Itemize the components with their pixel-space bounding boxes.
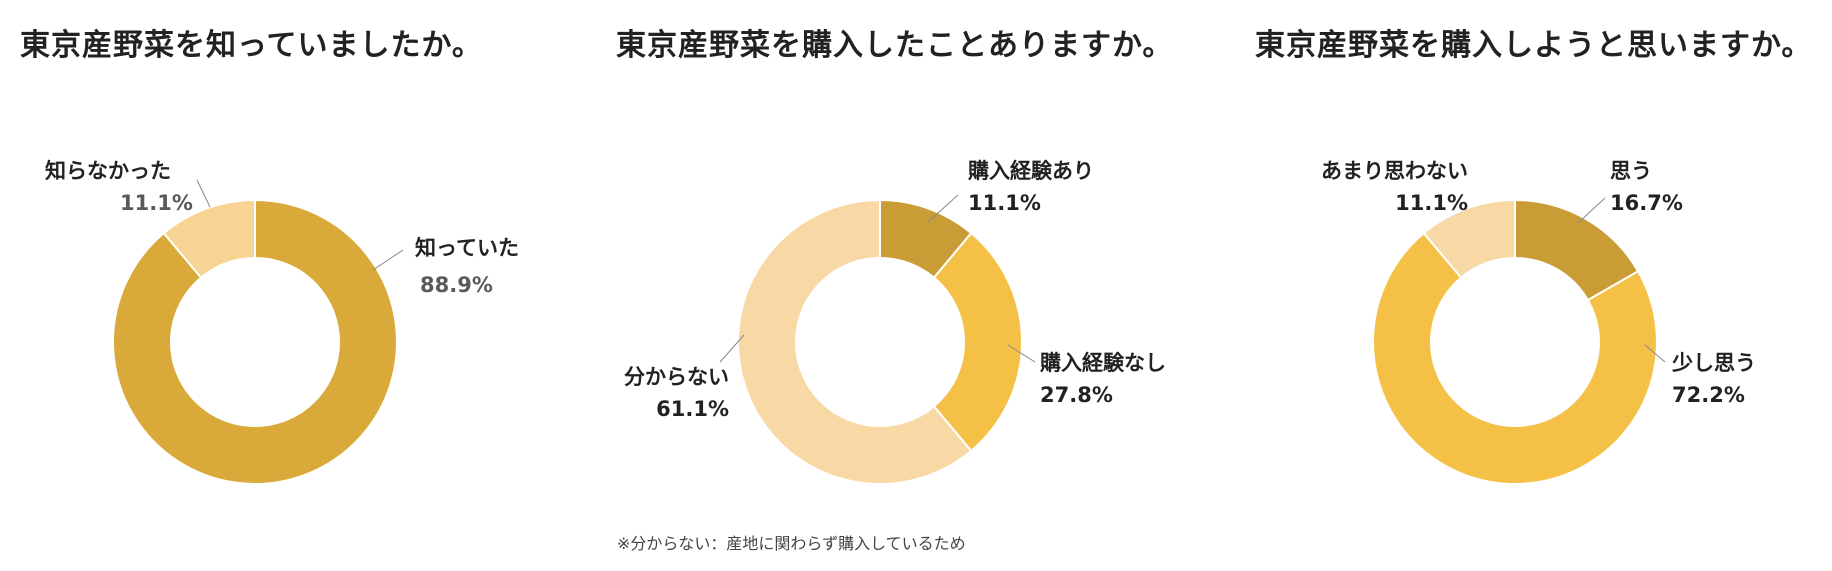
chart1-leader-unknown	[196, 179, 211, 208]
chart1-leader-known	[372, 249, 404, 271]
chart2-label-unknown: 分からない	[624, 365, 729, 389]
chart2-leader-purchased	[927, 194, 959, 223]
chart3-leader-somewhat	[1644, 344, 1666, 363]
chart2-title: 東京産野菜を購入したことありますか。	[616, 28, 1174, 63]
chart3-slice-not-much	[1422, 198, 1516, 280]
chart1-value-unknown: 11.1%	[120, 191, 193, 215]
chart2-slice-not-purchased	[932, 231, 1023, 453]
chart3-value-somewhat: 72.2%	[1672, 383, 1745, 407]
chart1-slice-known	[112, 198, 398, 485]
chart1-slice-unknown	[162, 198, 256, 280]
chart1-label-known: 知っていた	[415, 236, 519, 260]
chart3-leader-yes	[1577, 197, 1606, 224]
chart2-leader-not-purchased	[1007, 344, 1036, 363]
chart2-value-not-purchased: 27.8%	[1040, 383, 1113, 407]
chart2-label-purchased: 購入経験あり	[967, 159, 1094, 183]
chart3-title: 東京産野菜を購入しようと思いますか。	[1255, 28, 1813, 63]
chart3-value-not-much: 11.1%	[1395, 191, 1468, 215]
footnote: ※分からない：産地に関わらず購入しているため	[617, 534, 966, 553]
chart2-label-not-purchased: 購入経験なし	[1039, 351, 1166, 375]
chart1-label-unknown: 知らなかった	[45, 159, 171, 183]
chart3-label-yes: 思う	[1610, 159, 1652, 183]
chart2-value-purchased: 11.1%	[968, 191, 1041, 215]
chart3-label-not-much: あまり思わない	[1321, 159, 1468, 183]
chart2-leader-unknown	[719, 334, 745, 363]
chart3-slice-somewhat	[1372, 231, 1658, 486]
chart1-title: 東京産野菜を知っていましたか。	[20, 28, 483, 63]
chart2-value-unknown: 61.1%	[656, 397, 729, 421]
chart2-donut: 購入経験あり 11.1% 購入経験なし 27.8% 分からない 61.1%	[624, 159, 1166, 485]
chart1-value-known: 88.9%	[420, 273, 493, 297]
chart3-donut: 思う 16.7% 少し思う 72.2% あまり思わない 11.1%	[1321, 159, 1756, 486]
chart3-label-somewhat: 少し思う	[1671, 351, 1756, 375]
chart3-value-yes: 16.7%	[1610, 191, 1683, 215]
chart2-slice-unknown	[737, 198, 973, 485]
chart1-donut: 知っていた 88.9% 知らなかった 11.1%	[45, 159, 519, 485]
